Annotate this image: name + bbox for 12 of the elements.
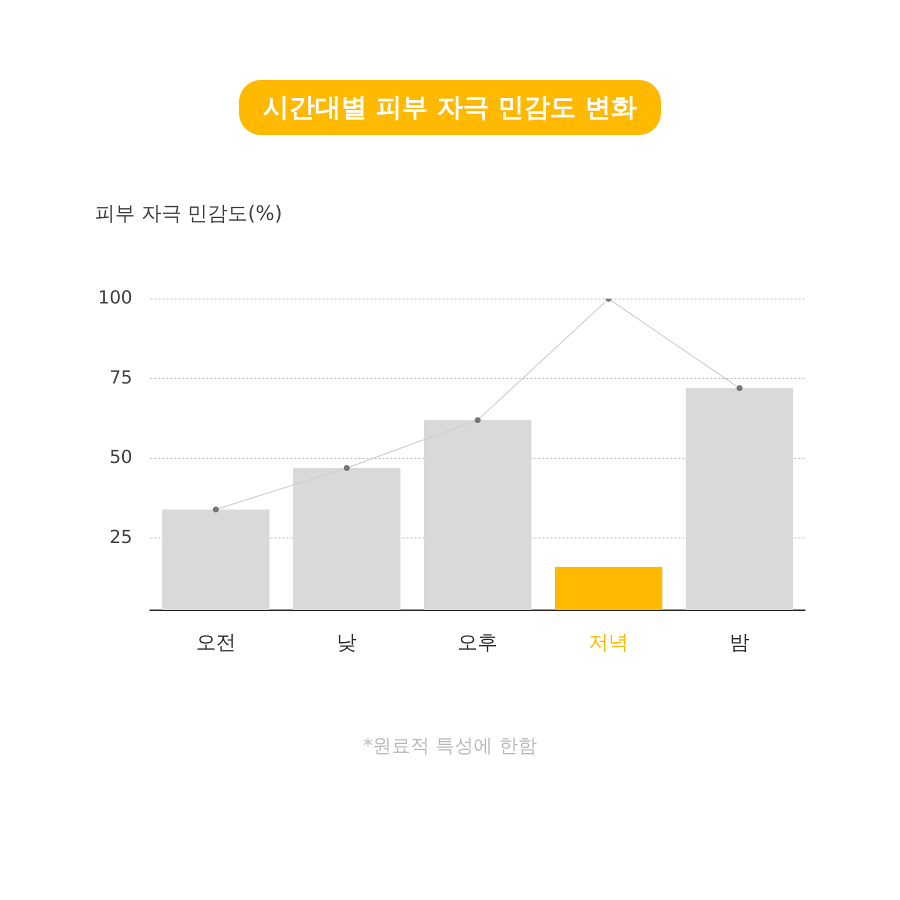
chart-title: 시간대별 피부 자극 민감도 변화 — [238, 80, 662, 135]
x-tick-label: 저녁 — [588, 630, 629, 654]
x-tick-label: 오전 — [196, 630, 236, 654]
y-tick-label: 50 — [109, 447, 132, 468]
x-tick-label: 오후 — [458, 630, 498, 654]
y-tick-label: 75 — [109, 367, 132, 388]
text: *원료적 특성에 한함 — [362, 734, 538, 759]
x-tick-label: 밤 — [730, 630, 750, 654]
x-tick-label: 낮 — [336, 630, 357, 654]
y-tick-label: 25 — [109, 526, 132, 548]
y-tick-label: 100 — [98, 287, 132, 308]
y-axis-title: 피부 자극 민감도(%) — [95, 200, 282, 227]
